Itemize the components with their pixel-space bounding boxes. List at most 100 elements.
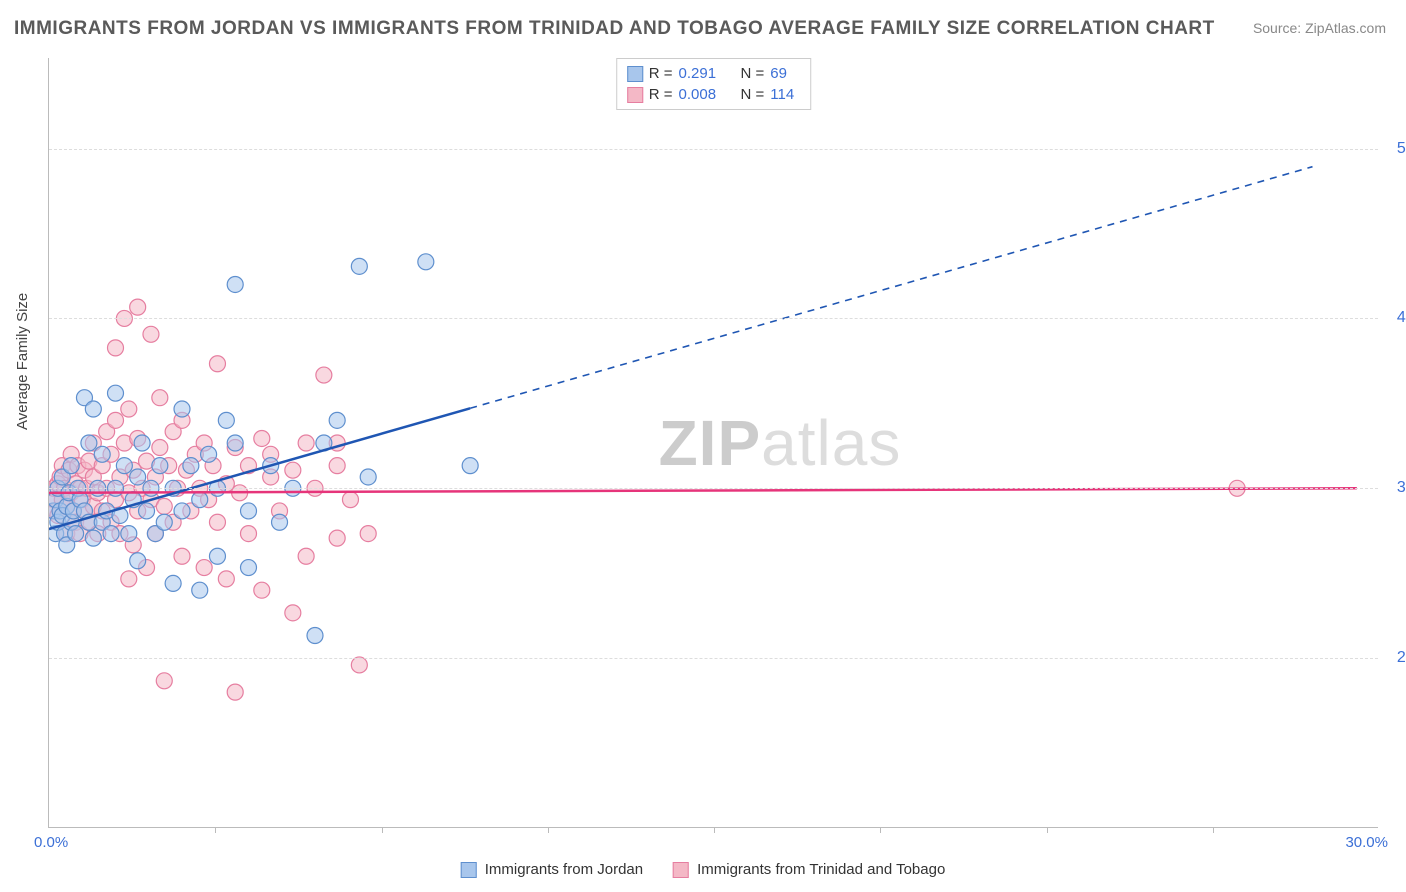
x-tick-mark bbox=[714, 827, 715, 833]
scatter-point-jordan bbox=[183, 458, 199, 474]
y-tick-label: 3.50 bbox=[1383, 479, 1406, 497]
legend-row-trinidad: R = 0.008 N = 114 bbox=[627, 84, 801, 105]
x-tick-mark bbox=[1213, 827, 1214, 833]
gridline bbox=[49, 658, 1378, 659]
r-label: R = bbox=[649, 63, 673, 84]
scatter-point-trinidad bbox=[351, 657, 367, 673]
scatter-point-trinidad bbox=[298, 435, 314, 451]
correlation-legend: R = 0.291 N = 69 R = 0.008 N = 114 bbox=[616, 58, 812, 110]
x-tick-mark bbox=[215, 827, 216, 833]
scatter-point-jordan bbox=[241, 503, 257, 519]
legend-item-trinidad: Immigrants from Trinidad and Tobago bbox=[673, 861, 945, 878]
scatter-point-jordan bbox=[218, 412, 234, 428]
r-value-jordan: 0.291 bbox=[679, 63, 735, 84]
scatter-point-jordan bbox=[81, 435, 97, 451]
gridline bbox=[49, 149, 1378, 150]
y-tick-label: 2.75 bbox=[1383, 649, 1406, 667]
scatter-point-trinidad bbox=[329, 458, 345, 474]
scatter-point-trinidad bbox=[209, 356, 225, 372]
n-label: N = bbox=[741, 84, 765, 105]
scatter-point-jordan bbox=[174, 401, 190, 417]
scatter-point-jordan bbox=[94, 446, 110, 462]
legend-label-jordan: Immigrants from Jordan bbox=[485, 861, 643, 878]
x-tick-mark bbox=[1047, 827, 1048, 833]
series-legend: Immigrants from Jordan Immigrants from T… bbox=[461, 861, 946, 878]
n-value-trinidad: 114 bbox=[770, 84, 800, 105]
scatter-point-trinidad bbox=[298, 548, 314, 564]
n-label: N = bbox=[741, 63, 765, 84]
scatter-point-jordan bbox=[103, 526, 119, 542]
chart-title: IMMIGRANTS FROM JORDAN VS IMMIGRANTS FRO… bbox=[14, 18, 1215, 40]
scatter-point-jordan bbox=[227, 276, 243, 292]
scatter-svg bbox=[49, 58, 1379, 828]
scatter-point-trinidad bbox=[152, 390, 168, 406]
scatter-point-trinidad bbox=[360, 526, 376, 542]
scatter-point-jordan bbox=[418, 254, 434, 270]
y-tick-label: 4.25 bbox=[1383, 309, 1406, 327]
scatter-point-trinidad bbox=[156, 498, 172, 514]
x-tick-mark bbox=[880, 827, 881, 833]
scatter-point-trinidad bbox=[196, 560, 212, 576]
legend-swatch-jordan bbox=[461, 862, 477, 878]
legend-row-jordan: R = 0.291 N = 69 bbox=[627, 63, 801, 84]
scatter-point-trinidad bbox=[152, 440, 168, 456]
scatter-point-trinidad bbox=[329, 530, 345, 546]
scatter-point-jordan bbox=[351, 258, 367, 274]
scatter-point-trinidad bbox=[342, 492, 358, 508]
scatter-point-trinidad bbox=[227, 684, 243, 700]
scatter-point-jordan bbox=[241, 560, 257, 576]
gridline bbox=[49, 318, 1378, 319]
trend-line-jordan-dashed bbox=[470, 167, 1312, 409]
scatter-point-jordan bbox=[165, 575, 181, 591]
scatter-point-jordan bbox=[360, 469, 376, 485]
legend-swatch-jordan bbox=[627, 66, 643, 82]
scatter-point-jordan bbox=[63, 458, 79, 474]
scatter-point-jordan bbox=[134, 435, 150, 451]
scatter-point-trinidad bbox=[121, 571, 137, 587]
scatter-point-trinidad bbox=[241, 526, 257, 542]
x-tick-min: 0.0% bbox=[34, 834, 68, 851]
scatter-point-jordan bbox=[130, 553, 146, 569]
x-tick-max: 30.0% bbox=[1345, 834, 1388, 851]
scatter-point-trinidad bbox=[254, 582, 270, 598]
r-value-trinidad: 0.008 bbox=[679, 84, 735, 105]
scatter-point-jordan bbox=[174, 503, 190, 519]
scatter-point-trinidad bbox=[156, 673, 172, 689]
scatter-point-jordan bbox=[68, 526, 84, 542]
legend-swatch-trinidad bbox=[673, 862, 689, 878]
scatter-point-jordan bbox=[85, 530, 101, 546]
chart-plot-area: R = 0.291 N = 69 R = 0.008 N = 114 ZIPat… bbox=[48, 58, 1378, 828]
scatter-point-trinidad bbox=[143, 326, 159, 342]
scatter-point-jordan bbox=[192, 492, 208, 508]
legend-item-jordan: Immigrants from Jordan bbox=[461, 861, 643, 878]
scatter-point-jordan bbox=[329, 412, 345, 428]
scatter-point-trinidad bbox=[108, 340, 124, 356]
x-tick-mark bbox=[548, 827, 549, 833]
scatter-point-trinidad bbox=[254, 430, 270, 446]
x-tick-mark bbox=[382, 827, 383, 833]
scatter-point-jordan bbox=[462, 458, 478, 474]
scatter-point-jordan bbox=[139, 503, 155, 519]
y-axis-label: Average Family Size bbox=[14, 293, 31, 430]
scatter-point-jordan bbox=[130, 469, 146, 485]
scatter-point-jordan bbox=[152, 458, 168, 474]
legend-label-trinidad: Immigrants from Trinidad and Tobago bbox=[697, 861, 945, 878]
legend-swatch-trinidad bbox=[627, 87, 643, 103]
scatter-point-trinidad bbox=[108, 412, 124, 428]
scatter-point-trinidad bbox=[285, 462, 301, 478]
scatter-point-jordan bbox=[85, 401, 101, 417]
scatter-point-jordan bbox=[209, 548, 225, 564]
scatter-point-jordan bbox=[227, 435, 243, 451]
scatter-point-trinidad bbox=[218, 571, 234, 587]
r-label: R = bbox=[649, 84, 673, 105]
scatter-point-trinidad bbox=[285, 605, 301, 621]
scatter-point-jordan bbox=[201, 446, 217, 462]
scatter-point-jordan bbox=[307, 628, 323, 644]
scatter-point-jordan bbox=[272, 514, 288, 530]
scatter-point-trinidad bbox=[209, 514, 225, 530]
scatter-point-jordan bbox=[116, 458, 132, 474]
scatter-point-trinidad bbox=[121, 401, 137, 417]
scatter-point-jordan bbox=[121, 526, 137, 542]
source-credit: Source: ZipAtlas.com bbox=[1253, 20, 1386, 36]
scatter-point-trinidad bbox=[174, 548, 190, 564]
